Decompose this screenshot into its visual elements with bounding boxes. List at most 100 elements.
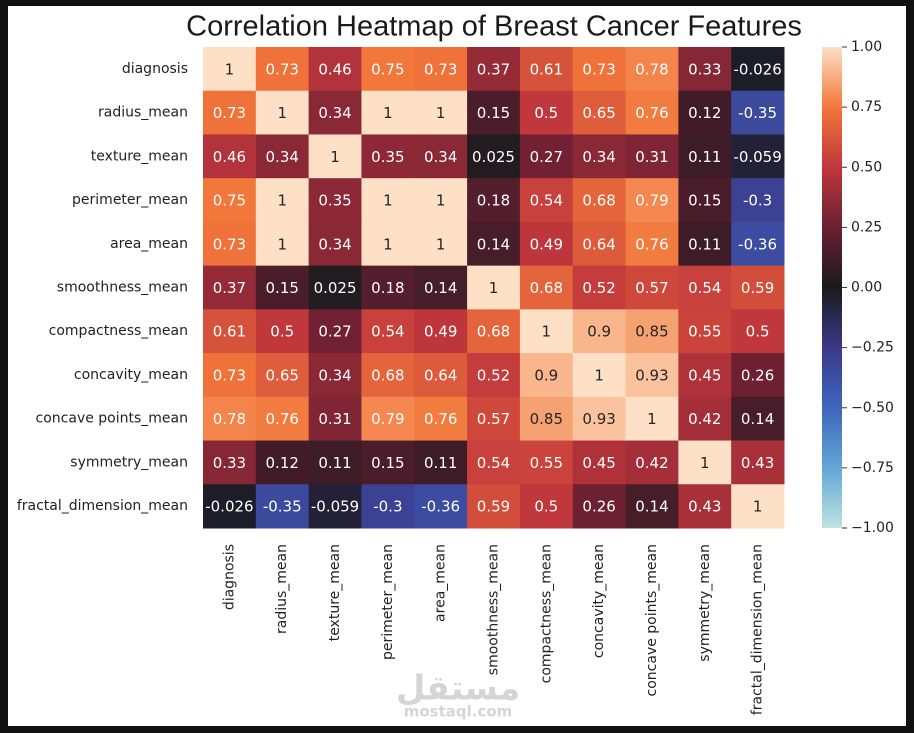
heatmap-cell (203, 221, 257, 267)
heatmap-cell (678, 396, 732, 442)
cell-label: -0.3 (373, 498, 402, 516)
cell-label: 0.15 (266, 279, 299, 297)
cell-label: 0.52 (582, 279, 615, 297)
cell-label: 0.68 (530, 279, 563, 297)
cell-label: 0.54 (530, 192, 563, 210)
heatmap-cell (203, 47, 257, 92)
cell-label: 1 (383, 104, 393, 122)
y-tick-label: perimeter_mean (72, 192, 188, 208)
heatmap-cell (308, 484, 362, 529)
heatmap-cell (308, 178, 362, 223)
colorbar (822, 47, 842, 528)
cell-label: 0.85 (635, 323, 668, 341)
heatmap-cell (308, 90, 362, 135)
cell-label: 0.43 (741, 454, 774, 472)
heatmap-cell (467, 47, 521, 92)
x-tick-label: radius_mean (274, 544, 290, 634)
heatmap-cell (255, 47, 310, 92)
cell-label: 0.76 (266, 410, 299, 428)
heatmap-cell (519, 484, 574, 529)
cell-label: 0.34 (266, 148, 299, 166)
heatmap-cell (467, 353, 521, 398)
cell-label: 0.76 (635, 235, 668, 253)
cell-label: 0.68 (477, 323, 510, 341)
heatmap-cell (414, 353, 468, 398)
heatmap-cell (414, 309, 468, 354)
cell-label: 0.64 (582, 235, 615, 253)
heatmap-cell (519, 134, 574, 179)
heatmap-cell (467, 396, 521, 442)
heatmap-cell (572, 440, 627, 485)
cell-label: -0.35 (263, 498, 302, 516)
heatmap-cell (203, 484, 257, 529)
x-tick-label: fractal_dimension_mean (750, 544, 766, 715)
cell-label: 0.79 (635, 192, 668, 210)
cell-label: 0.11 (424, 454, 457, 472)
heatmap-cell (414, 265, 468, 310)
heatmap-cell (678, 484, 732, 529)
cell-label: 1 (700, 454, 710, 472)
cell-label: 0.45 (582, 454, 615, 472)
y-tick-label: fractal_dimension_mean (17, 498, 188, 514)
cell-label: 0.73 (582, 60, 615, 78)
heatmap-cell (625, 178, 679, 223)
heatmap-cell (572, 309, 627, 354)
cell-label: 0.78 (213, 410, 246, 428)
heatmap-cell (519, 440, 574, 485)
heatmap-cell (414, 178, 468, 223)
cell-label: 0.93 (582, 410, 615, 428)
x-tick-label: symmetry_mean (697, 544, 713, 662)
heatmap-cell (255, 484, 310, 529)
cell-label: 0.76 (424, 410, 457, 428)
cell-label: -0.026 (205, 498, 253, 516)
heatmap-cell (361, 309, 415, 354)
x-tick-label: diagnosis (221, 544, 237, 610)
heatmap-cell (519, 178, 574, 223)
cell-label: 0.34 (424, 148, 457, 166)
heatmap-cell (678, 90, 732, 135)
cell-label: 0.15 (688, 192, 721, 210)
cell-label: 0.025 (472, 148, 515, 166)
cell-label: 1 (436, 235, 446, 253)
heatmap-cell (572, 90, 627, 135)
y-tick-label: concavity_mean (74, 367, 188, 383)
heatmap-cell (572, 265, 627, 310)
heatmap-cell (361, 90, 415, 135)
cell-label: 0.025 (314, 279, 357, 297)
heatmap-cell (203, 396, 257, 442)
heatmap-cell (361, 134, 415, 179)
cell-label: 0.73 (424, 60, 457, 78)
cell-label: 1 (436, 104, 446, 122)
y-tick-label: smoothness_mean (57, 280, 188, 296)
cell-label: -0.36 (738, 235, 777, 253)
heatmap-cell (414, 396, 468, 442)
cell-label: 0.33 (688, 60, 721, 78)
heatmap-cell (678, 178, 732, 223)
y-tick-label: area_mean (110, 236, 188, 252)
cell-label: 0.15 (371, 454, 404, 472)
y-tick-label: symmetry_mean (70, 454, 188, 470)
colorbar-tick-label: −1.00 (851, 520, 894, 536)
cell-label: 0.49 (424, 323, 457, 341)
heatmap-cell (361, 484, 415, 529)
cell-label: 0.11 (688, 235, 721, 253)
heatmap-cell (255, 396, 310, 442)
cell-label: 0.14 (477, 235, 510, 253)
heatmap-cell (572, 396, 627, 442)
heatmap-cell (625, 353, 679, 398)
y-tick-label: diagnosis (122, 61, 188, 77)
y-tick-label: radius_mean (98, 105, 188, 121)
cell-label: 0.73 (213, 104, 246, 122)
heatmap-cell (625, 265, 679, 310)
heatmap-cell (731, 484, 785, 529)
cell-label: 1 (542, 323, 552, 341)
cell-label: 0.9 (587, 323, 611, 341)
heatmap-cell (625, 47, 679, 92)
cell-label: 1 (489, 279, 499, 297)
cell-label: 0.61 (213, 323, 246, 341)
cell-label: 0.57 (477, 410, 510, 428)
heatmap-cell (361, 265, 415, 310)
heatmap-cell (203, 178, 257, 223)
cell-label: 1 (277, 235, 287, 253)
